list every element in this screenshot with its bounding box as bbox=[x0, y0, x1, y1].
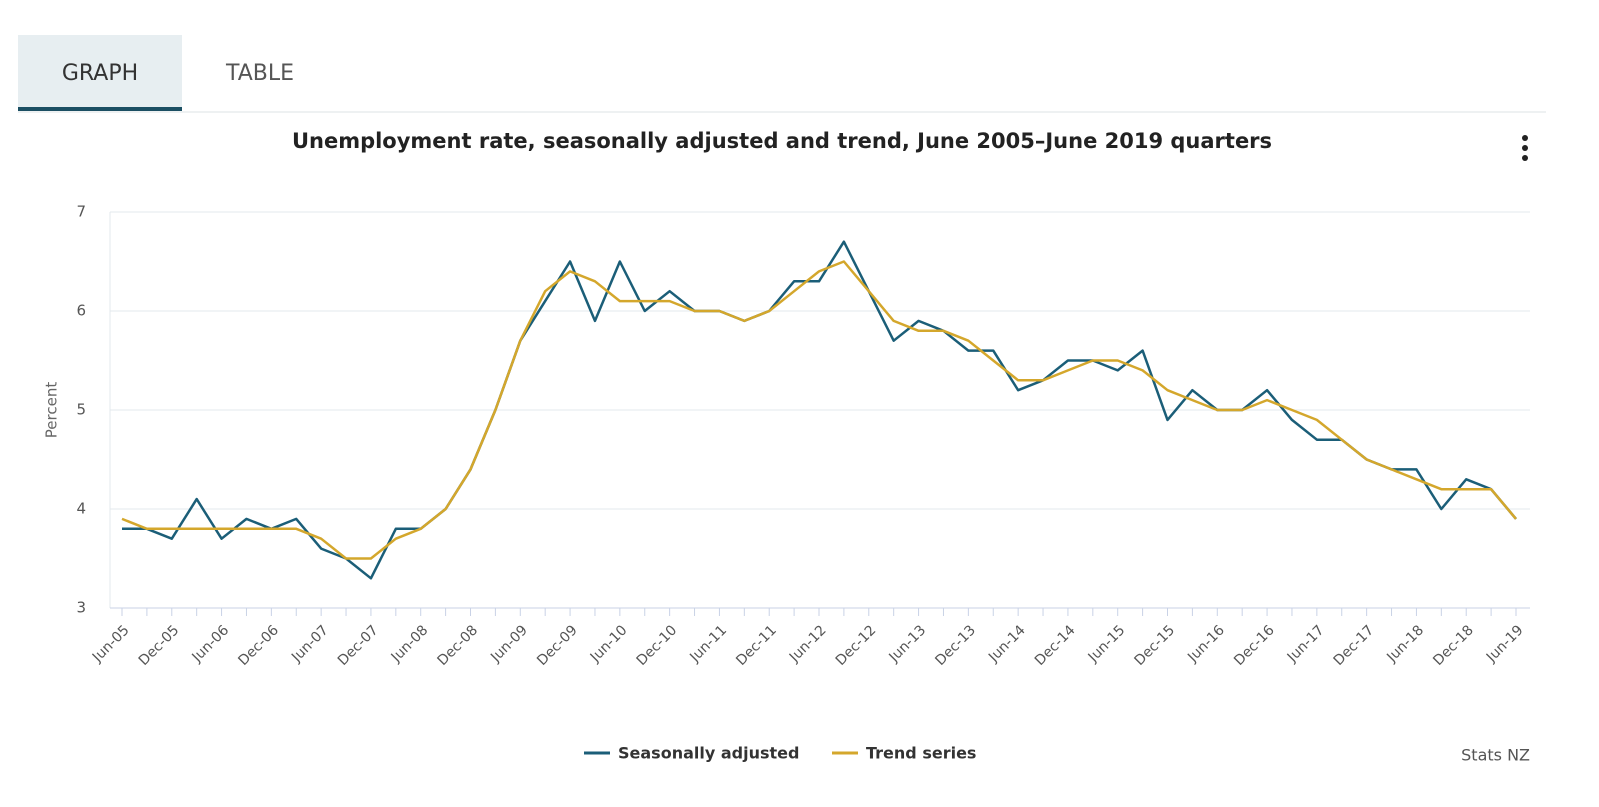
x-tick-label: Dec-18 bbox=[1430, 622, 1477, 669]
x-tick-label: Dec-17 bbox=[1331, 622, 1378, 669]
series-line bbox=[122, 240, 1517, 580]
x-tick-label: Dec-09 bbox=[534, 622, 581, 669]
chart-title: Unemployment rate, seasonally adjusted a… bbox=[292, 129, 1272, 153]
legend-label: Trend series bbox=[866, 744, 976, 763]
x-tick-label: Jun-16 bbox=[1184, 622, 1228, 666]
x-tick-label: Dec-08 bbox=[435, 622, 482, 669]
tab[interactable]: GRAPH bbox=[62, 61, 138, 86]
x-tick-label: Dec-11 bbox=[733, 622, 780, 669]
x-tick-label: Jun-07 bbox=[288, 622, 332, 666]
tab-active-bg[interactable] bbox=[18, 35, 182, 110]
x-tick-label: Dec-07 bbox=[335, 622, 382, 669]
series-line bbox=[121, 260, 1517, 560]
x-tick-label: Jun-11 bbox=[686, 622, 730, 666]
x-tick-label: Jun-15 bbox=[1085, 622, 1129, 666]
x-tick-label: Jun-08 bbox=[388, 622, 432, 666]
tab[interactable]: TABLE bbox=[225, 61, 294, 86]
x-tick-label: Jun-09 bbox=[487, 622, 531, 666]
x-tick-label: Jun-10 bbox=[587, 622, 631, 666]
x-tick-label: Jun-18 bbox=[1383, 622, 1427, 666]
x-tick-label: Dec-15 bbox=[1132, 622, 1179, 669]
source: Stats NZ bbox=[1461, 746, 1530, 765]
menu-button[interactable] bbox=[1522, 135, 1528, 161]
x-tick-label: Jun-12 bbox=[786, 622, 830, 666]
y-tick-label: 7 bbox=[76, 203, 86, 221]
y-tick-label: 5 bbox=[76, 401, 86, 419]
y-axis-label: Percent bbox=[43, 382, 61, 439]
x-tick-label: Dec-10 bbox=[634, 622, 681, 669]
x-tick-label: Jun-06 bbox=[189, 622, 233, 666]
x-tick-label: Jun-13 bbox=[886, 622, 930, 666]
x-tick-label: Dec-05 bbox=[136, 622, 183, 669]
x-tick-label: Jun-19 bbox=[1483, 622, 1527, 666]
x-tick-label: Dec-12 bbox=[833, 622, 880, 669]
x-tick-label: Dec-16 bbox=[1231, 622, 1278, 669]
x-tick-label: Dec-14 bbox=[1032, 622, 1079, 669]
legend-label: Seasonally adjusted bbox=[618, 744, 799, 763]
x-tick-label: Jun-14 bbox=[985, 622, 1029, 666]
y-tick-label: 6 bbox=[76, 302, 86, 320]
y-tick-label: 3 bbox=[76, 599, 86, 617]
x-tick-label: Dec-13 bbox=[932, 622, 979, 669]
x-tick-label: Jun-17 bbox=[1284, 622, 1328, 666]
x-tick-label: Jun-05 bbox=[89, 622, 133, 666]
tab-underline bbox=[18, 107, 182, 111]
y-tick-label: 4 bbox=[76, 500, 86, 518]
x-tick-label: Dec-06 bbox=[235, 622, 282, 669]
